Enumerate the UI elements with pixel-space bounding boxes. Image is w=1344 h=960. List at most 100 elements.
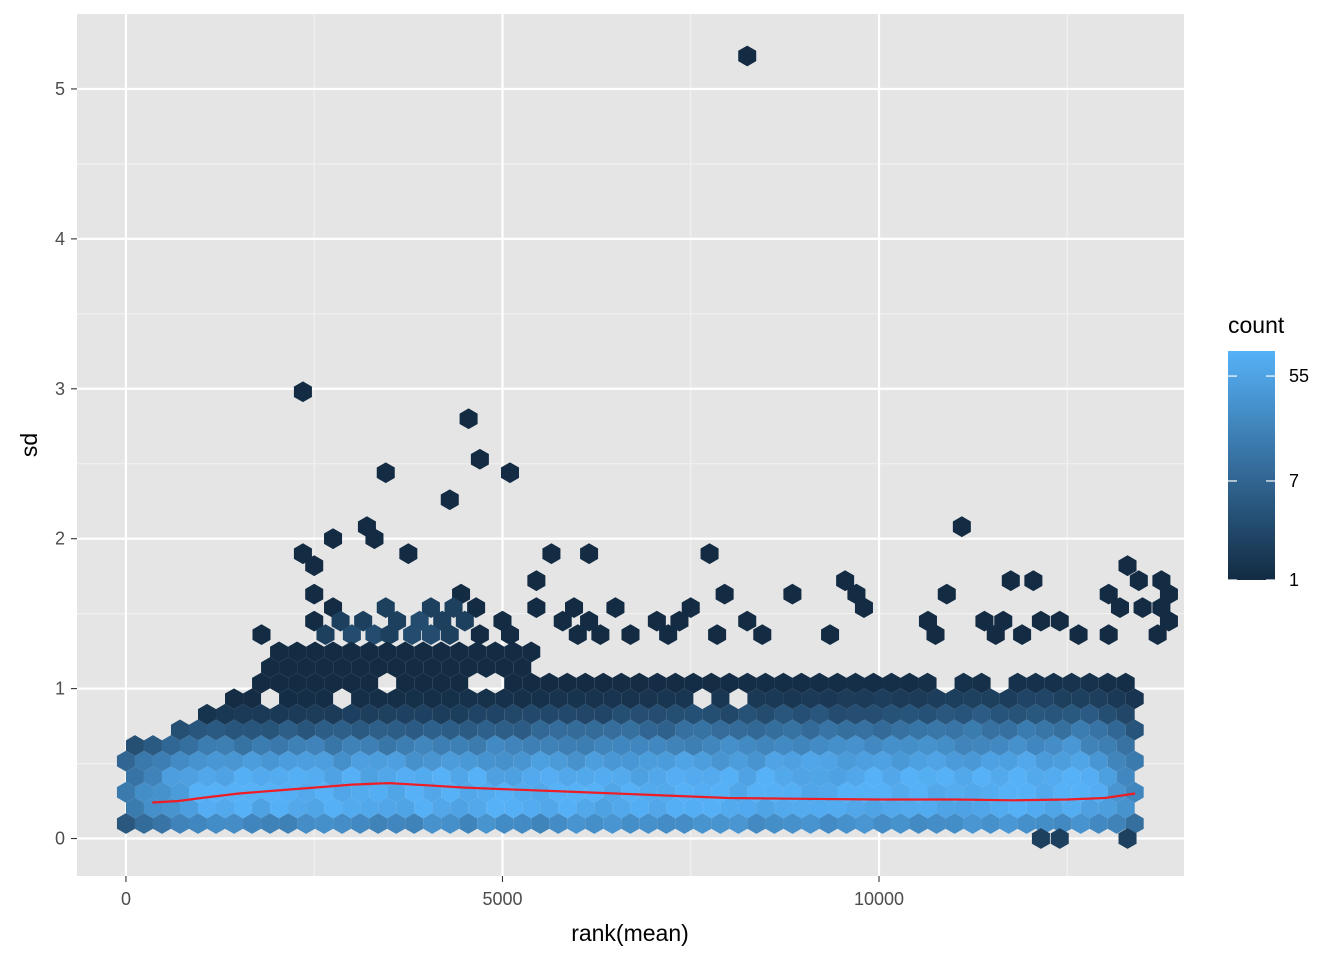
hex-bin (279, 719, 298, 741)
hex-bin (972, 766, 991, 788)
x-axis: 0 5000 10000 (121, 876, 904, 909)
hex-bin (297, 688, 316, 710)
hex-bin (621, 719, 640, 741)
hex-bin (522, 641, 541, 663)
hex-bin (1008, 766, 1027, 788)
hex-bin (380, 624, 399, 646)
hex-bin (1099, 583, 1118, 605)
hex-bin (441, 657, 460, 678)
hex-bin (423, 688, 442, 710)
hex-bin (540, 766, 559, 788)
hex-bin (243, 750, 262, 772)
hex-bin (972, 672, 991, 694)
y-tick-label: 1 (55, 679, 65, 699)
hex-bin (927, 781, 946, 803)
hex-bin (684, 766, 703, 788)
y-axis: 0 1 2 3 4 5 (55, 79, 77, 849)
hex-bin (261, 813, 280, 834)
hex-bin (675, 781, 694, 803)
hex-bin (1118, 555, 1137, 577)
hex-bin (504, 797, 523, 819)
hex-bin (783, 750, 802, 772)
hex-bin (828, 797, 847, 819)
hex-bin (783, 688, 802, 710)
hex-bin (1071, 688, 1090, 710)
hex-bin (369, 781, 388, 803)
hex-bin (252, 624, 271, 646)
hex-bin (945, 813, 964, 834)
hex-bin (567, 688, 586, 710)
hex-bin (387, 688, 406, 710)
hex-bin (1107, 719, 1126, 741)
hex-bin (116, 813, 135, 834)
hex-bin (293, 381, 312, 403)
hex-bin (1008, 703, 1027, 725)
hex-bin (306, 797, 325, 819)
hex-bin (450, 641, 469, 663)
hex-bin (513, 657, 532, 678)
hex-bin (216, 735, 235, 756)
hex-bin (1026, 735, 1045, 756)
hex-bin (1001, 570, 1020, 592)
hex-bin (603, 813, 622, 834)
hex-bin (693, 750, 712, 772)
hex-bin (972, 703, 991, 725)
hex-bin (783, 781, 802, 803)
hex-bin (855, 813, 874, 834)
hex-bin (891, 750, 910, 772)
hex-bin (1053, 719, 1072, 741)
hex-bin (369, 688, 388, 710)
hex-bin (387, 719, 406, 741)
hex-bin (720, 735, 739, 756)
hex-bin (261, 657, 280, 678)
hex-bin (198, 703, 217, 725)
hex-bin (279, 750, 298, 772)
hex-bin (1069, 624, 1088, 646)
hex-bin (351, 719, 370, 741)
hex-bin (441, 719, 460, 741)
hex-bin (846, 672, 865, 694)
x-tick-label: 10000 (854, 889, 904, 909)
hex-bin (954, 797, 973, 819)
hex-bin (774, 703, 793, 725)
hex-bin (342, 703, 361, 725)
hex-bin (765, 813, 784, 834)
hex-bin (405, 657, 424, 678)
hex-bin (540, 735, 559, 756)
hex-bin (486, 766, 505, 788)
hex-bin (999, 781, 1018, 803)
hex-bin (306, 672, 325, 694)
hex-bin (234, 703, 253, 725)
hex-bin (270, 703, 289, 725)
hex-bin (648, 672, 667, 694)
hex-bin (909, 781, 928, 803)
hex-bin (954, 672, 973, 694)
hex-bin (585, 719, 604, 741)
hex-bin (387, 657, 406, 678)
hex-bin (549, 688, 568, 710)
hex-bin (342, 641, 361, 663)
hex-bin (909, 813, 928, 834)
hex-bin (1133, 597, 1152, 619)
hex-bin (243, 813, 262, 834)
hex-bin (981, 688, 1000, 710)
hex-bin (1062, 672, 1081, 694)
hex-bin (1008, 735, 1027, 756)
hex-bin (738, 735, 757, 756)
hex-bin (891, 688, 910, 710)
hex-bin (810, 735, 829, 756)
hex-bin (639, 688, 658, 710)
hex-bin (207, 813, 226, 834)
hex-bin (873, 750, 892, 772)
hex-bin (432, 735, 451, 756)
y-axis-title: sd (16, 433, 42, 457)
hex-bin (810, 672, 829, 694)
hex-bin (378, 797, 397, 819)
legend-tick-label: 55 (1289, 366, 1309, 386)
hex-bin (708, 624, 727, 646)
hex-bin (1017, 750, 1036, 772)
hex-bin (666, 766, 685, 788)
hex-bin (612, 735, 631, 756)
hex-bin (252, 672, 271, 694)
hex-bin (936, 703, 955, 725)
